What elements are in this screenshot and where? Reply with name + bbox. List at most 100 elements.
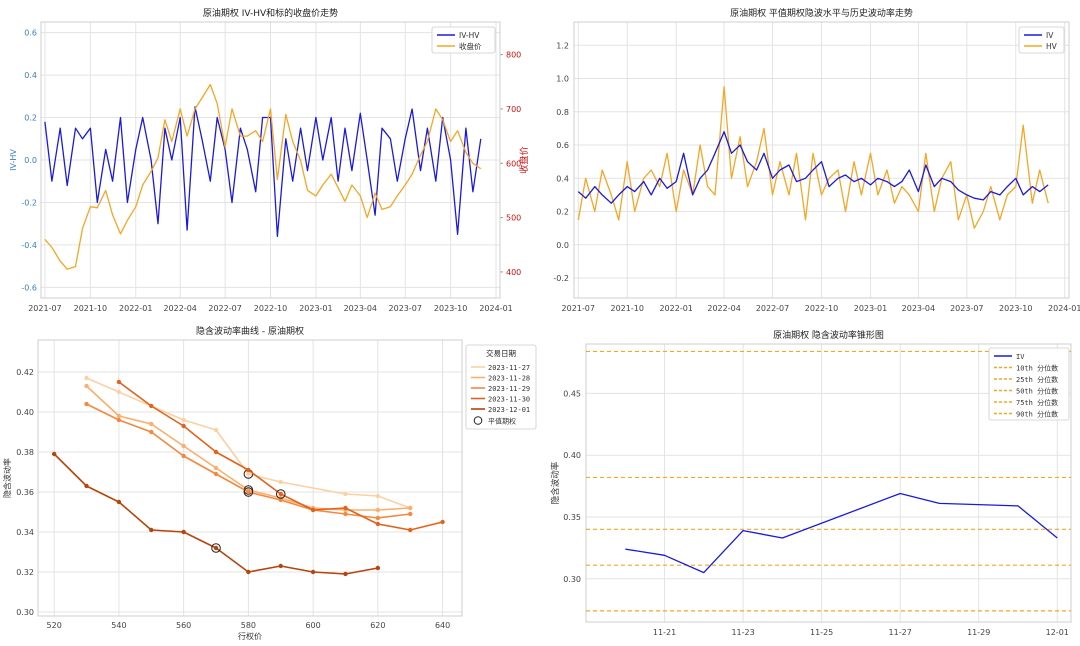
- x-tick-label: 2024-01: [1048, 304, 1080, 313]
- x-tick-label: 2021-10: [611, 304, 644, 313]
- smile-point: [278, 491, 283, 497]
- x-tick-label: 560: [176, 621, 191, 630]
- smile-point: [440, 519, 445, 525]
- smile-point: [116, 417, 122, 423]
- y-axis-label: 隐含波动率: [2, 458, 12, 498]
- chart-iv-smile: 520 540 560 580 600 620 640 0.42 0.40 0.38 0.36 0.3…: [2, 325, 537, 641]
- smile-point: [181, 417, 186, 423]
- x-tick-label: 2023-07: [389, 304, 422, 313]
- smile-point: [246, 569, 251, 575]
- smile-point: [213, 449, 219, 455]
- legend-label: 10th 分位数: [1016, 364, 1058, 373]
- legend-label: 2023-12-01: [488, 406, 530, 414]
- chart-title: 原油期权 IV-HV和标的收盘价走势: [203, 7, 338, 19]
- smile-point: [375, 493, 381, 499]
- y2-tick-label: 800: [506, 51, 521, 60]
- legend-label: 90th 分位数: [1016, 410, 1058, 419]
- x-tick-label: 2023-04: [902, 304, 935, 313]
- x-tick-label: 2023-10: [434, 304, 467, 313]
- plot-frame: [585, 343, 1072, 623]
- smile-point: [116, 389, 122, 395]
- legend-label: IV: [1046, 31, 1054, 40]
- smile-point: [408, 527, 413, 533]
- y-tick-label: 0.35: [563, 513, 581, 522]
- x-tick-label: 520: [47, 621, 62, 630]
- smile-point: [213, 545, 219, 551]
- y-tick-label: 0.42: [16, 368, 34, 377]
- y-tick-label: 0.40: [16, 408, 34, 417]
- atm-marker: [275, 489, 286, 499]
- y-tick-label: 0.40: [563, 451, 581, 460]
- iv-line: [625, 492, 1058, 574]
- smile-line: [118, 381, 443, 531]
- y-tick-label: 0.8: [556, 108, 569, 117]
- legend-label: 2023-11-27: [488, 364, 530, 372]
- chart-title: 隐含波动率曲线 - 原油期权: [196, 325, 304, 337]
- smile-point: [213, 427, 219, 433]
- legend-label: IV: [1016, 353, 1025, 361]
- smile-point: [84, 401, 89, 407]
- iv-line: [577, 131, 1049, 204]
- smile-point: [181, 529, 186, 535]
- x-tick-label: 2023-01: [854, 304, 887, 313]
- x-tick-label: 11-23: [731, 628, 754, 637]
- legend-frame: [988, 347, 1070, 421]
- x-tick-label: 2021-10: [74, 304, 107, 313]
- y2-tick-label: 400: [506, 268, 521, 277]
- smile-point: [375, 565, 381, 571]
- y-axis-label: 隐含波动率: [550, 461, 561, 504]
- y-tick-label: 1.2: [556, 41, 569, 50]
- y-tick-label: 0.4: [24, 71, 37, 80]
- smile-point: [246, 471, 251, 477]
- x-tick-label: 2023-01: [299, 304, 332, 313]
- smile-point: [375, 507, 381, 513]
- x-tick-label: 2022-07: [756, 304, 789, 313]
- iv-hv-line: [44, 106, 482, 238]
- y-tick-label: 0.2: [556, 208, 569, 217]
- smile-point: [213, 471, 219, 477]
- smile-point: [84, 483, 89, 489]
- smile-point: [84, 383, 89, 389]
- x-tick-label: 640: [435, 621, 450, 630]
- y-tick-label: 0.36: [16, 488, 34, 497]
- smile-point: [408, 505, 413, 511]
- x-tick-label: 12-01: [1046, 628, 1069, 637]
- x-tick-label: 2022-04: [163, 304, 196, 313]
- y-tick-label: 0.30: [16, 608, 34, 617]
- legend-label: 50th 分位数: [1016, 387, 1058, 396]
- atm-marker: [211, 543, 221, 553]
- y-tick-label: -0.6: [21, 283, 37, 292]
- smile-point: [343, 491, 348, 497]
- chart-title: 原油期权 隐含波动率锥形图: [773, 329, 884, 341]
- x-tick-label: 2023-10: [999, 304, 1032, 313]
- x-tick-label: 2021-07: [28, 304, 61, 313]
- smile-point: [149, 421, 154, 427]
- y-tick-label: -0.4: [21, 241, 37, 250]
- legend-frame: [1018, 26, 1065, 54]
- x-tick-label: 2022-01: [119, 304, 152, 313]
- y-tick-label: 1.0: [556, 75, 569, 84]
- x-tick-label: 2022-04: [707, 304, 740, 313]
- legend-label: 2023-11-29: [488, 385, 530, 393]
- y2-axis-label: 收盘价: [518, 146, 530, 173]
- chart-iv-cone: 11-21 11-23 11-25 11-27 11-29 12-01 0.45 0.40 0.…: [550, 329, 1072, 637]
- y-tick-label: -0.2: [553, 274, 569, 283]
- legend-label: IV-HV: [459, 31, 480, 40]
- plot-frame: [573, 21, 1070, 299]
- y-tick-label: 0.0: [556, 241, 569, 250]
- x-tick-label: 2023-07: [950, 304, 983, 313]
- y-tick-label: 0.45: [563, 389, 581, 398]
- x-tick-label: 2024-01: [479, 304, 512, 313]
- smile-point: [181, 453, 186, 459]
- smile-point: [375, 515, 381, 521]
- chart-iv-hv-level: 2021-07 2021-10 2022-01 2022-04 2022-07 2022-…: [553, 7, 1080, 313]
- legend-title: 交易日期: [486, 348, 516, 358]
- chart-iv-hv-close: 2021-07 2021-10 2022-01 2022-04 2022-07 2022-…: [9, 7, 530, 313]
- smile-point: [149, 403, 154, 409]
- x-tick-label: 2022-10: [805, 304, 838, 313]
- y2-tick-label: 500: [506, 214, 521, 223]
- plot-frame: [37, 339, 463, 617]
- x-tick-label: 580: [241, 621, 256, 630]
- smile-point: [116, 379, 122, 385]
- smile-point: [149, 429, 154, 435]
